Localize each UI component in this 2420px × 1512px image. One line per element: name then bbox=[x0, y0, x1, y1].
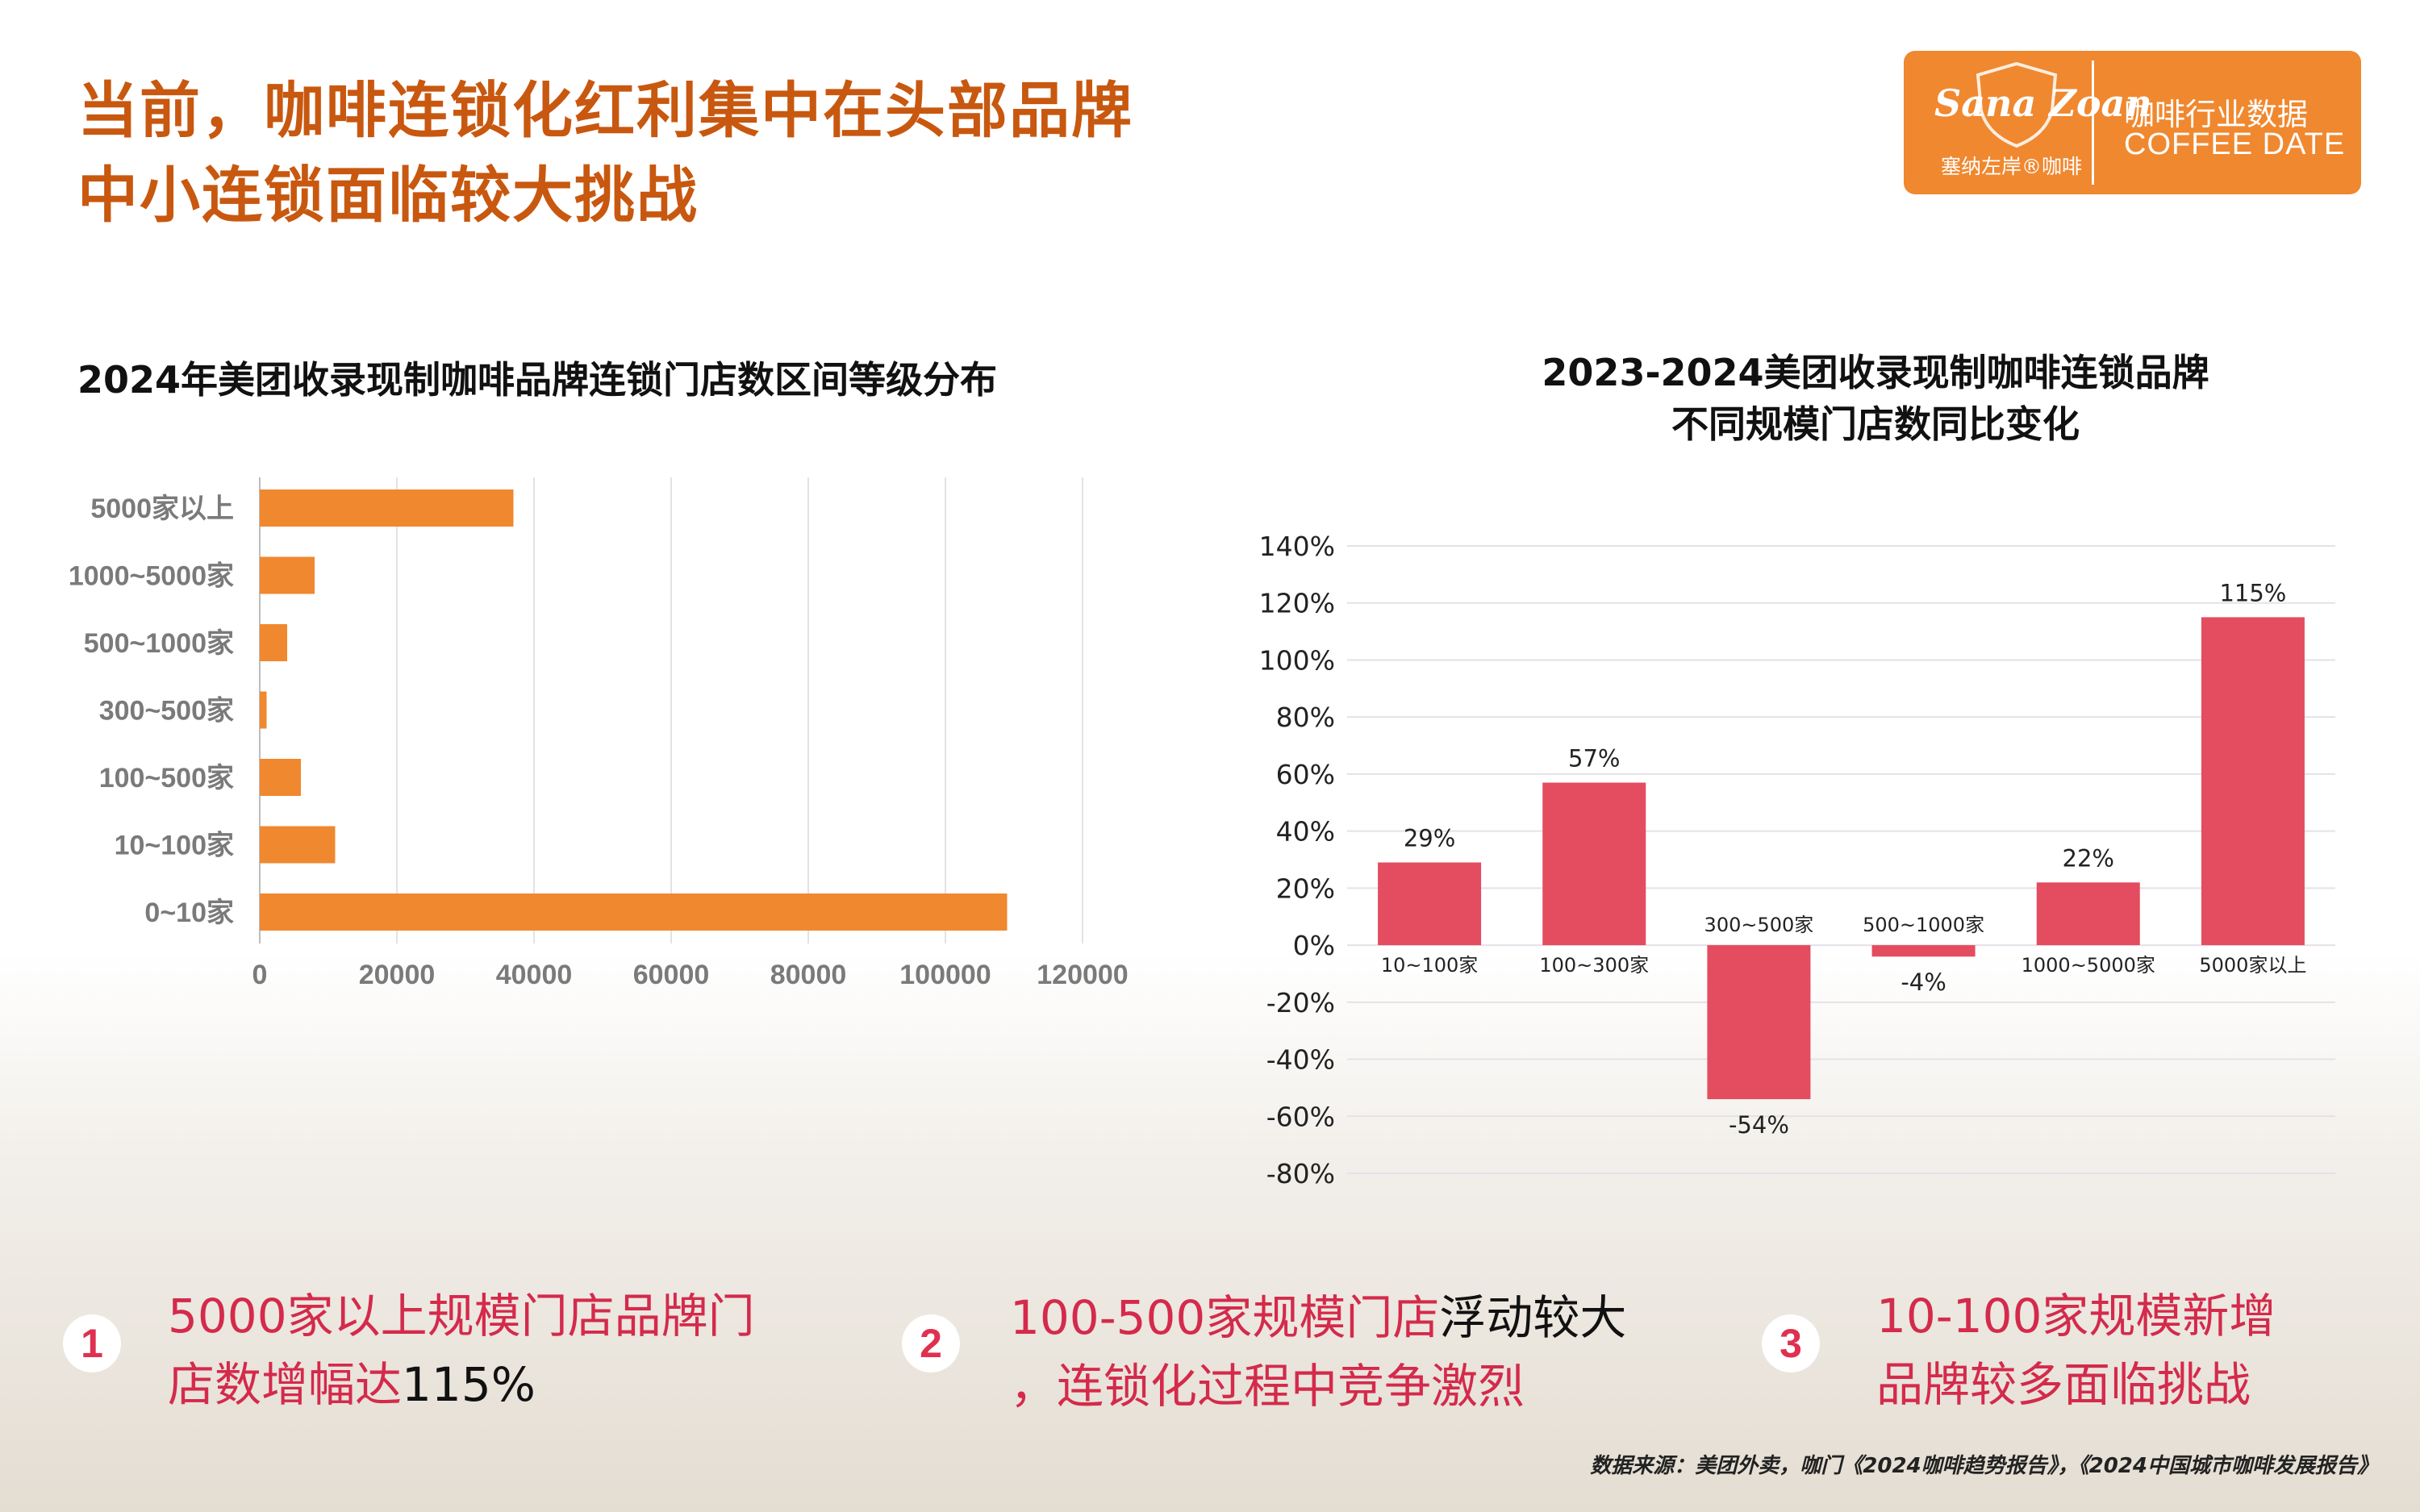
insight-3-line-2: 品牌较多面临挑战 bbox=[1876, 1357, 2251, 1412]
value-label: 115% bbox=[2219, 579, 2286, 606]
value-label: -54% bbox=[1729, 1111, 1789, 1139]
category-label: 0~10家 bbox=[144, 898, 234, 928]
left-bar-chart: 0 20000 40000 60000 80000 100000 120000 5000家以上… bbox=[69, 477, 1129, 990]
logo-cn-name: 塞纳左岸®咖啡 bbox=[1941, 155, 2083, 178]
category-label: 300~500家 bbox=[1704, 914, 1814, 936]
x-tick-label: 0 bbox=[252, 960, 268, 990]
category-label: 100~300家 bbox=[1539, 954, 1649, 977]
insight-number-1: 1 bbox=[63, 1314, 121, 1372]
category-label: 1000~5000家 bbox=[69, 561, 234, 592]
brand-logo: Sana Zoan 塞纳左岸®咖啡 咖啡行业数据 COFFEE DATE bbox=[1904, 51, 2361, 194]
bar bbox=[260, 691, 267, 729]
y-tick-label: 80% bbox=[1276, 702, 1335, 733]
value-label: 57% bbox=[1568, 745, 1620, 773]
x-tick-label: 120000 bbox=[1037, 960, 1128, 990]
y-tick-label: 20% bbox=[1276, 873, 1335, 904]
y-tick-label: -40% bbox=[1266, 1044, 1335, 1076]
category-label: 500~1000家 bbox=[1863, 914, 1984, 936]
right-chart-title-line-2: 不同规模门店数同比变化 bbox=[1671, 402, 2080, 446]
y-tick-label: -20% bbox=[1266, 987, 1335, 1018]
y-tick-label: 140% bbox=[1259, 531, 1335, 562]
insight-text-1: 5000家以上规模门店品牌门 店数增幅达115% bbox=[168, 1282, 755, 1419]
right-chart-title-line-1: 2023-2024美团收录现制咖啡连锁品牌 bbox=[1542, 351, 2209, 394]
x-tick-label: 20000 bbox=[359, 960, 436, 990]
headline-line-2: 中小连锁面临较大挑战 bbox=[77, 160, 699, 231]
y-tick-label: 40% bbox=[1276, 816, 1335, 848]
bar bbox=[1542, 782, 1646, 946]
y-tick-label: 60% bbox=[1276, 759, 1335, 790]
x-tick-label: 40000 bbox=[496, 960, 573, 990]
category-label: 500~1000家 bbox=[84, 628, 234, 659]
insight-text-3: 10-100家规模新增 品牌较多面临挑战 bbox=[1876, 1282, 2276, 1419]
bar bbox=[2201, 617, 2305, 946]
left-chart-title: 2024年美团收录现制咖啡品牌连锁门店数区间等级分布 bbox=[77, 358, 998, 402]
insight-1-line-2: 店数增幅达115% bbox=[168, 1351, 755, 1419]
x-tick-label: 60000 bbox=[633, 960, 710, 990]
category-label: 5000家以上 bbox=[90, 494, 234, 524]
bar bbox=[260, 759, 301, 796]
category-label: 100~500家 bbox=[99, 763, 234, 793]
y-tick-label: -80% bbox=[1266, 1158, 1335, 1189]
headline-part-a: 当前，咖啡连锁化红利 bbox=[77, 75, 699, 146]
category-label: 5000家以上 bbox=[2199, 954, 2306, 977]
insight-text-2: 100-500家规模门店浮动较大 ，连锁化过程中竞争激烈 bbox=[1010, 1284, 1626, 1421]
value-label: 22% bbox=[2063, 844, 2114, 872]
shield-icon bbox=[1976, 61, 2058, 148]
bar bbox=[260, 489, 514, 527]
insight-3-line-1: 10-100家规模新增 bbox=[1876, 1289, 2276, 1343]
category-label: 300~500家 bbox=[99, 696, 234, 727]
bar bbox=[260, 556, 315, 594]
y-tick-label: 0% bbox=[1293, 930, 1335, 961]
category-label: 10~100家 bbox=[115, 831, 234, 861]
bar bbox=[1871, 945, 1976, 957]
insight-2-line-1-black: 浮动较大 bbox=[1439, 1290, 1627, 1345]
value-label: 29% bbox=[1404, 825, 1455, 852]
bar bbox=[2036, 882, 2140, 946]
insight-2-line-2: ，连锁化过程中竞争激烈 bbox=[1010, 1359, 1525, 1414]
bar bbox=[260, 624, 287, 661]
insight-2-line-1-red: 100-500家规模门店 bbox=[1010, 1290, 1440, 1345]
bar bbox=[1378, 862, 1482, 946]
headline-line-1: 当前，咖啡连锁化红利集中在头部品牌 bbox=[77, 81, 1133, 141]
right-bar-chart: 140% 120% 100% 80% 60% 40% 20% 0% -20% -40% -60% -8… bbox=[1259, 531, 2335, 1189]
x-tick-label: 100000 bbox=[899, 960, 991, 990]
logo-tag-en: COFFEE DATE bbox=[2124, 127, 2346, 161]
insight-1-line-1: 5000家以上规模门店品牌门 bbox=[168, 1289, 755, 1343]
bar bbox=[260, 893, 1008, 931]
insight-1-line-2-red: 店数增幅达 bbox=[168, 1357, 403, 1412]
y-tick-label: 120% bbox=[1259, 588, 1335, 619]
insight-1-line-2-black: 115% bbox=[402, 1357, 536, 1412]
insight-number-2: 2 bbox=[902, 1314, 960, 1372]
y-tick-label: 100% bbox=[1259, 644, 1335, 676]
bar bbox=[1707, 945, 1811, 1100]
x-tick-label: 80000 bbox=[770, 960, 847, 990]
y-tick-label: -60% bbox=[1266, 1101, 1335, 1132]
logo-tag-cn: 咖啡行业数据 bbox=[2124, 97, 2309, 132]
right-chart-title: 2023-2024美团收录现制咖啡连锁品牌 不同规模门店数同比变化 bbox=[1371, 347, 2380, 450]
logo-wordmark: Sana Zoan bbox=[1934, 81, 2152, 125]
category-label: 10~100家 bbox=[1381, 954, 1478, 977]
bar bbox=[260, 826, 336, 864]
insight-number-3: 3 bbox=[1762, 1314, 1820, 1372]
logo-divider bbox=[2092, 60, 2094, 185]
data-source: 数据来源：美团外卖，咖门《2024咖啡趋势报告》，《2024中国城市咖啡发展报告… bbox=[1590, 1454, 2378, 1478]
category-label: 1000~5000家 bbox=[2022, 954, 2155, 977]
headline-part-b: 集中在头部品牌 bbox=[699, 75, 1134, 146]
value-label: -4% bbox=[1901, 968, 1946, 996]
insight-2-line-1: 100-500家规模门店浮动较大 bbox=[1010, 1284, 1626, 1352]
